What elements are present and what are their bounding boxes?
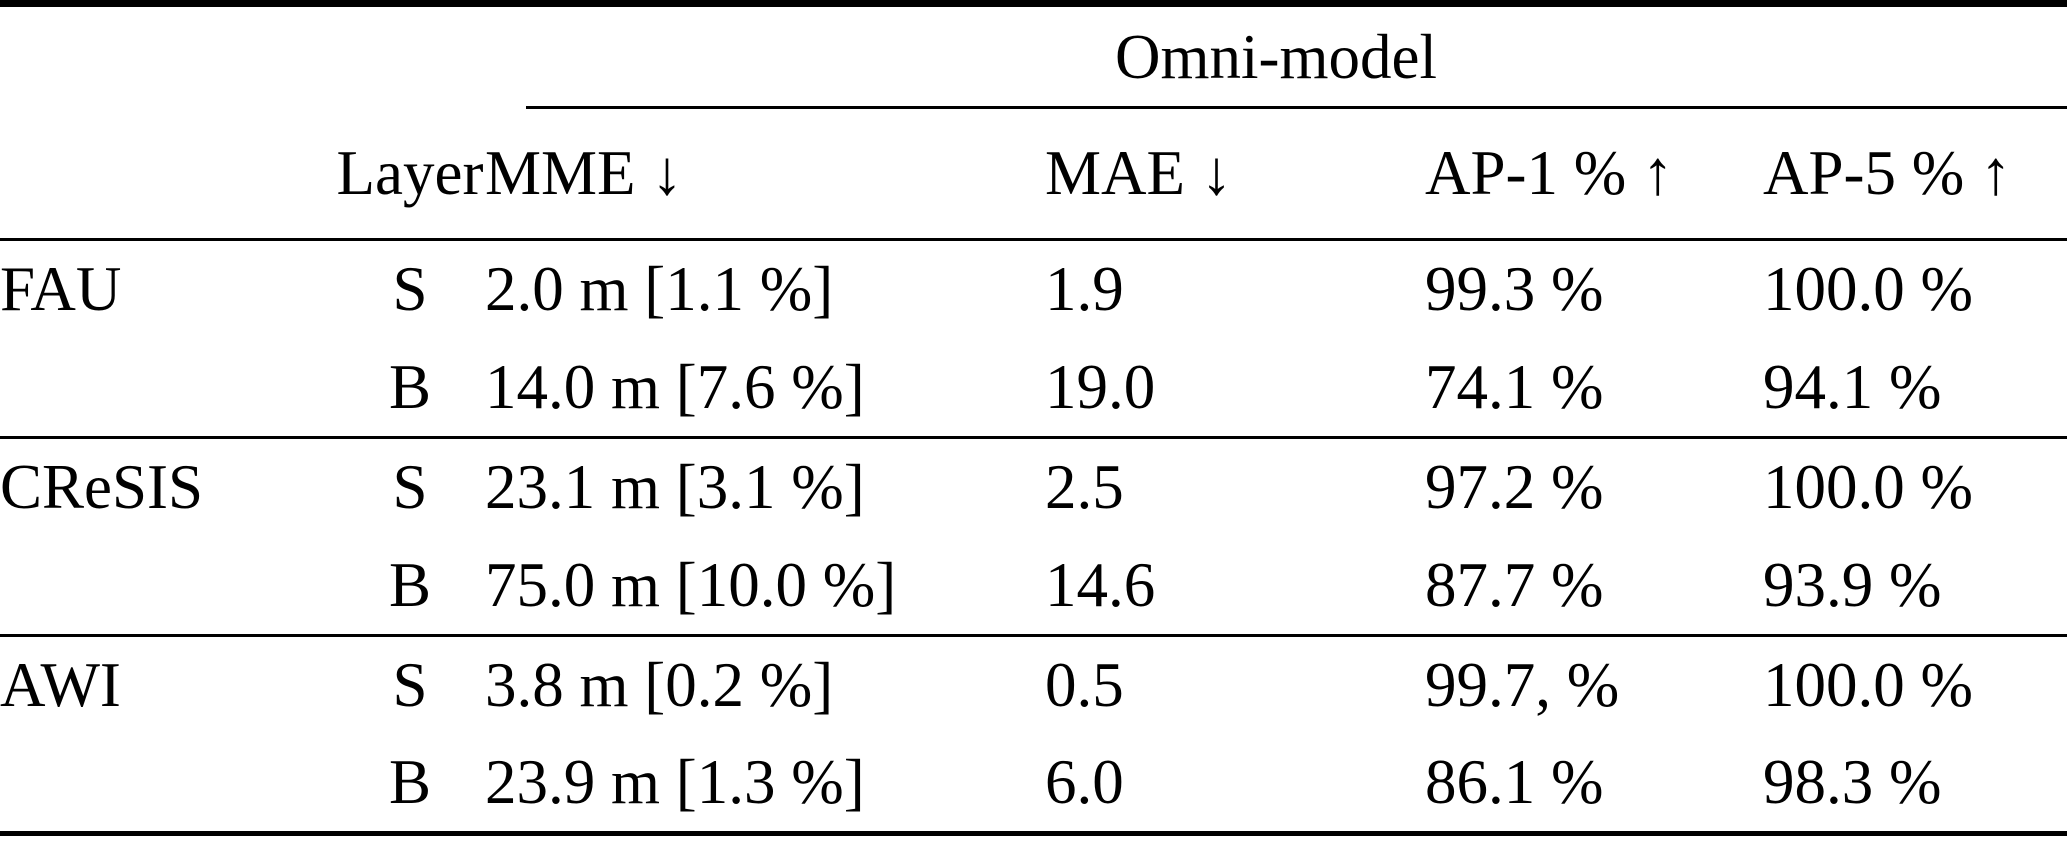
cell-mme: 14.0 m [7.6 %]	[485, 338, 1045, 439]
cell-mme: 3.8 m [0.2 %]	[485, 650, 834, 721]
cell-layer: B	[335, 338, 485, 439]
table-row-awi-b: B 23.9 m [1.3 %] 6.0 86.1 % 98.3 %	[0, 735, 2067, 834]
col-header-ap5: AP-5 % ↑	[1763, 108, 2067, 241]
cell-mae: 0.5	[1045, 650, 1124, 721]
cell-layer: B	[335, 536, 485, 637]
cell-ap5: 93.9 %	[1763, 536, 2067, 637]
table-row-fau-b: B 14.0 m [7.6 %] 19.0 74.1 % 94.1 %	[0, 338, 2067, 439]
column-header-row: Layer MME ↓ MAE ↓ AP-1 % ↑ AP-5 % ↑	[0, 108, 2067, 241]
cell-ap5: 94.1 %	[1763, 338, 2067, 439]
cell-ap5: 100.0 %	[1763, 452, 1973, 523]
table-row-awi-s: AWI S 3.8 m [0.2 %] 0.5 99.7, % 100.0 %	[0, 636, 2067, 735]
cell-mae: 6.0	[1045, 747, 1124, 818]
cell-dataset: FAU	[0, 254, 122, 325]
col-header-dataset	[0, 108, 335, 241]
col-header-ap1: AP-1 % ↑	[1425, 108, 1763, 241]
cell-mae: 2.5	[1045, 452, 1124, 523]
cell-mme: 75.0 m [10.0 %]	[485, 536, 1045, 637]
cell-mme: 2.0 m [1.1 %]	[485, 254, 834, 325]
col-header-mme: MME ↓	[485, 108, 1045, 241]
cell-ap1: 99.3 %	[1425, 254, 1604, 325]
col-header-layer: Layer	[335, 108, 485, 241]
cell-dataset: CReSIS	[0, 452, 204, 523]
cell-ap1: 87.7 %	[1425, 536, 1763, 637]
cell-mae: 14.6	[1045, 536, 1425, 637]
group-header-cell: Omni-model	[485, 4, 2067, 109]
cell-layer: S	[392, 650, 428, 721]
cell-dataset	[0, 735, 335, 834]
cell-dataset	[0, 338, 335, 439]
cell-ap1: 74.1 %	[1425, 338, 1763, 439]
cell-layer: S	[392, 254, 428, 325]
cell-ap1: 86.1 %	[1425, 747, 1604, 818]
group-header-row: Omni-model	[0, 4, 2067, 109]
group-header-label: Omni-model	[1115, 22, 1437, 93]
cell-dataset	[0, 536, 335, 637]
cell-ap5: 100.0 %	[1763, 254, 1973, 325]
cell-dataset: AWI	[0, 650, 121, 721]
cell-mae: 19.0	[1045, 338, 1425, 439]
cell-layer: B	[388, 747, 432, 818]
cell-ap1: 97.2 %	[1425, 452, 1604, 523]
cell-mme: 23.9 m [1.3 %]	[485, 747, 865, 818]
omni-model-underline-rule	[526, 105, 2067, 109]
col-header-mae: MAE ↓	[1045, 108, 1425, 241]
cell-ap5: 98.3 %	[1763, 747, 1942, 818]
table-row-cresis-b: B 75.0 m [10.0 %] 14.6 87.7 % 93.9 %	[0, 536, 2067, 637]
cell-ap5: 100.0 %	[1763, 650, 1973, 721]
table-row-cresis-s: CReSIS S 23.1 m [3.1 %] 2.5 97.2 % 100.0…	[0, 438, 2067, 537]
cell-mae: 1.9	[1045, 254, 1124, 325]
cell-layer: S	[392, 452, 428, 523]
cell-ap1: 99.7, %	[1425, 650, 1620, 721]
cell-mme: 23.1 m [3.1 %]	[485, 452, 865, 523]
table-row-fau-s: FAU S 2.0 m [1.1 %] 1.9 99.3 % 100.0 %	[0, 240, 2067, 339]
group-header-spacer	[0, 4, 485, 109]
